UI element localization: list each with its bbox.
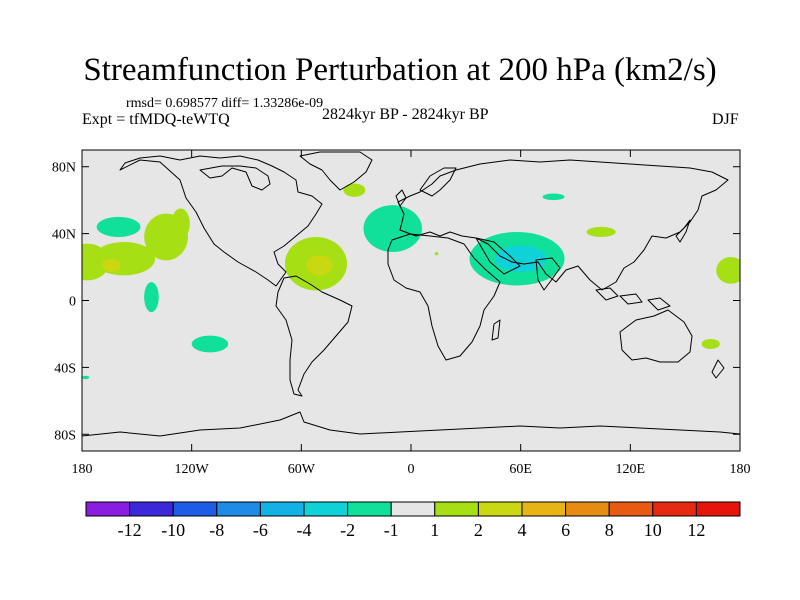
colorbar-swatch-2 <box>172 501 218 517</box>
colorbar-swatch-7 <box>390 501 436 517</box>
coast-arabia <box>475 237 521 275</box>
anomaly-6 <box>144 282 159 313</box>
colorbar-swatch-5 <box>303 501 349 517</box>
x-tick-label: 180 <box>730 462 751 477</box>
anomaly-0 <box>96 216 141 237</box>
colorbar-label: 6 <box>561 520 570 540</box>
y-tick-label: 80N <box>52 161 76 176</box>
anomaly-19 <box>434 252 439 256</box>
x-tick-label: 120E <box>616 462 646 477</box>
coast-eurasia <box>397 159 729 291</box>
coast-scandinavia <box>419 167 457 197</box>
colorbar: -12 -10 -8 -6 -4 -2 -1 1 2 4 6 8 10 12 <box>85 501 741 540</box>
x-tick-label: 0 <box>408 462 415 477</box>
y-axis: 80N 40N 0 40S 80S <box>52 161 740 443</box>
x-axis: 180 120W 60W 0 60E 120E 180 <box>72 150 751 477</box>
colorbar-swatch-9 <box>477 501 523 517</box>
anomaly-7 <box>191 335 229 353</box>
anomaly-15 <box>586 226 616 237</box>
coast-maritime-continent <box>595 287 671 311</box>
coastlines <box>82 151 740 437</box>
coast-australia <box>619 309 693 363</box>
anomaly-10 <box>343 183 366 197</box>
colorbar-swatch-3 <box>216 501 261 517</box>
y-tick-label: 40N <box>52 228 76 243</box>
colorbar-label: 1 <box>430 520 439 540</box>
colorbar-swatch-13 <box>652 501 697 517</box>
x-tick-label: 120W <box>175 462 210 477</box>
coast-madagascar <box>491 319 501 341</box>
x-tick-label: 180 <box>72 462 93 477</box>
colorbar-label: -4 <box>297 520 312 540</box>
y-tick-label: 40S <box>54 361 76 376</box>
colorbar-label: -10 <box>161 520 185 540</box>
anomaly-16 <box>716 257 740 284</box>
colorbar-label: 2 <box>474 520 483 540</box>
colorbar-label: 12 <box>687 520 705 540</box>
coast-india <box>535 257 561 291</box>
anomaly-11 <box>363 205 422 253</box>
coast-north-america-2 <box>199 165 271 191</box>
colorbar-swatch-11 <box>565 501 610 517</box>
colorbar-label: 4 <box>518 520 527 540</box>
chart-title: Streamfunction Perturbation at 200 hPa (… <box>83 52 717 88</box>
x-tick-label: 60E <box>509 462 532 477</box>
colorbar-swatch-10 <box>521 501 567 517</box>
colorbar-swatch-14 <box>695 501 741 517</box>
anomaly-3 <box>102 258 121 273</box>
colorbar-label: -1 <box>384 520 399 540</box>
coast-british-isles <box>395 189 407 207</box>
colorbar-label: -12 <box>118 520 142 540</box>
x-tick-label: 60W <box>288 462 316 477</box>
coast-new-zealand <box>711 359 725 379</box>
season-label: DJF <box>712 111 739 128</box>
coast-africa <box>387 233 501 361</box>
colorbar-swatch-8 <box>434 501 479 517</box>
colorbar-label: -6 <box>253 520 268 540</box>
rmsd-diff-label: rmsd= 0.698577 diff= 1.33286e-09 <box>126 96 324 111</box>
y-tick-label: 80S <box>54 428 76 443</box>
colorbar-swatch-0 <box>85 501 131 517</box>
coast-south-america <box>275 275 353 397</box>
experiment-label: Expt = tfMDQ-teWTQ <box>82 111 230 128</box>
map-background <box>82 150 740 451</box>
period-label: 2824kyr BP - 2824kyr BP <box>322 106 489 123</box>
colorbar-swatch-6 <box>347 501 392 517</box>
anomaly-13 <box>495 245 547 273</box>
coast-greenland <box>299 151 373 191</box>
colorbar-label: -8 <box>209 520 224 540</box>
anomaly-18 <box>82 375 90 380</box>
anomaly-17 <box>701 338 720 349</box>
colorbar-swatch-12 <box>608 501 654 517</box>
anomaly-5 <box>171 208 190 239</box>
anomaly-layer <box>82 183 740 380</box>
colorbar-label: 10 <box>644 520 662 540</box>
colorbar-swatch-4 <box>259 501 305 517</box>
colorbar-swatch-1 <box>129 501 174 517</box>
coast-japan <box>675 219 691 243</box>
coast-north-america <box>119 155 323 287</box>
colorbar-label: 8 <box>605 520 614 540</box>
anomaly-2 <box>92 241 156 276</box>
anomaly-14 <box>542 193 565 201</box>
colorbar-label: -2 <box>340 520 355 540</box>
y-tick-label: 0 <box>69 295 76 310</box>
anomaly-9 <box>306 255 333 276</box>
coast-antarctica <box>82 411 740 437</box>
